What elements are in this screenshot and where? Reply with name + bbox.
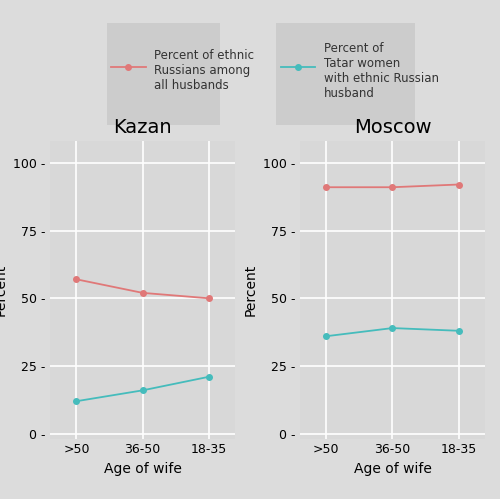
- Title: Kazan: Kazan: [113, 118, 172, 137]
- Title: Moscow: Moscow: [354, 118, 432, 137]
- X-axis label: Age of wife: Age of wife: [104, 462, 182, 476]
- Y-axis label: Percent: Percent: [244, 264, 258, 316]
- FancyBboxPatch shape: [276, 23, 415, 125]
- X-axis label: Age of wife: Age of wife: [354, 462, 432, 476]
- FancyBboxPatch shape: [106, 23, 220, 125]
- Text: Percent of ethnic
Russians among
all husbands: Percent of ethnic Russians among all hus…: [154, 49, 254, 92]
- Y-axis label: Percent: Percent: [0, 264, 8, 316]
- Text: Percent of
Tatar women
with ethnic Russian
husband: Percent of Tatar women with ethnic Russi…: [324, 41, 439, 100]
